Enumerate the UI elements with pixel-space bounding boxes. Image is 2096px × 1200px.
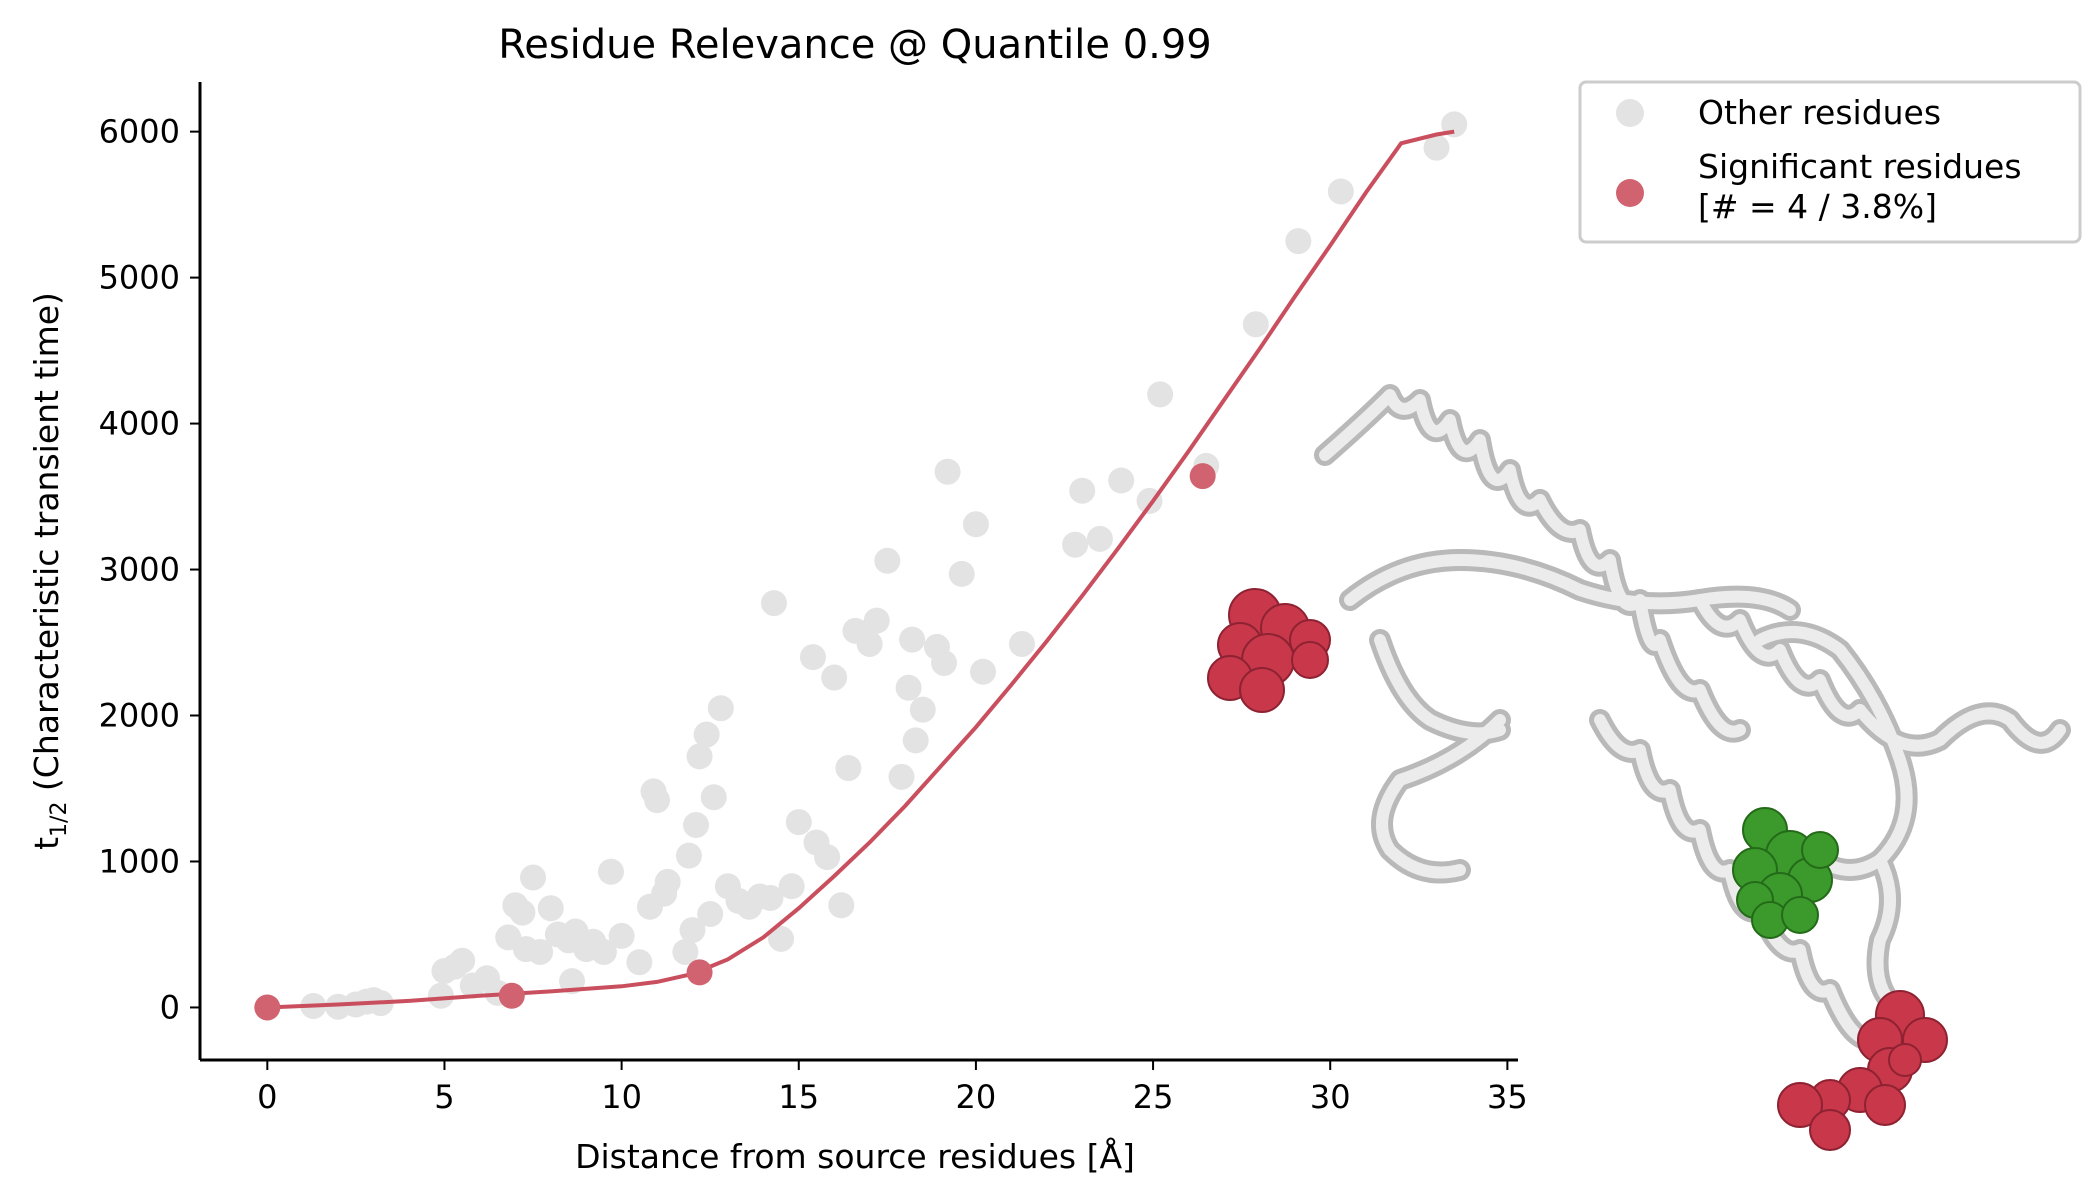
significant-residue-point <box>686 959 713 986</box>
other-residue-point <box>1086 525 1113 552</box>
red-residue-cluster-top <box>1207 588 1331 713</box>
other-residue-point <box>799 644 826 671</box>
other-residue-point <box>686 743 713 770</box>
x-tick-label: 15 <box>778 1078 819 1116</box>
other-residue-point <box>760 590 787 617</box>
other-residue-point <box>828 892 855 919</box>
x-ticks: 0 5 10 15 20 25 30 35 <box>257 1060 1528 1116</box>
significant-residue-point <box>254 994 281 1021</box>
other-residue-point <box>427 982 454 1009</box>
other-residue-point <box>520 864 547 891</box>
y-tick-label: 2000 <box>99 697 180 735</box>
y-tick-label: 3000 <box>99 551 180 589</box>
x-tick-label: 30 <box>1310 1078 1351 1116</box>
other-residue-point <box>895 674 922 701</box>
other-residue-point <box>1327 178 1354 205</box>
other-residue-point <box>597 858 624 885</box>
y-tick-label: 4000 <box>99 405 180 443</box>
x-axis-label: Distance from source residues [Å] <box>575 1136 1135 1176</box>
protein-structure-image <box>1207 384 2071 1151</box>
other-residue-point <box>970 658 997 685</box>
other-residue-point <box>693 721 720 748</box>
legend-label-significant: Significant residues <box>1698 147 2022 186</box>
x-tick-label: 5 <box>434 1078 454 1116</box>
other-residue-point <box>707 695 734 722</box>
x-tick-label: 0 <box>257 1078 277 1116</box>
other-residue-point <box>909 696 936 723</box>
other-residue-point <box>821 664 848 691</box>
other-residue-point <box>768 925 795 952</box>
other-residue-point <box>1062 531 1089 558</box>
other-residue-point <box>931 649 958 676</box>
legend-label-other: Other residues <box>1698 93 1941 132</box>
other-residue-point <box>778 873 805 900</box>
other-residue-point <box>683 811 710 838</box>
other-residue-point <box>672 938 699 965</box>
chart-title: Residue Relevance @ Quantile 0.99 <box>498 22 1212 68</box>
other-residue-point <box>1242 311 1269 338</box>
other-residue-point <box>1285 228 1312 255</box>
other-residues-series <box>300 111 1468 1020</box>
other-residue-point <box>948 560 975 587</box>
legend: Other residues Significant residues [# =… <box>1578 80 2082 244</box>
other-residue-point <box>863 607 890 634</box>
other-residue-point <box>934 458 961 485</box>
green-residue-cluster <box>1732 807 1839 939</box>
other-residue-point <box>785 809 812 836</box>
other-residue-point <box>899 626 926 653</box>
y-axis-label-main: t <box>27 837 66 850</box>
other-residue-point <box>856 630 883 657</box>
x-tick-label: 10 <box>601 1078 642 1116</box>
x-tick-label: 25 <box>1133 1078 1174 1116</box>
other-residue-point <box>700 784 727 811</box>
y-tick-label: 1000 <box>99 842 180 880</box>
y-tick-label: 6000 <box>99 113 180 151</box>
y-axis-label: t1/2 (Characteristic transient time) <box>27 292 72 850</box>
y-tick-label: 0 <box>160 988 180 1026</box>
fit-curve <box>267 129 1455 1010</box>
other-residue-point <box>449 947 476 974</box>
legend-label-significant-count: [# = 4 / 3.8%] <box>1698 187 1937 226</box>
other-residue-point <box>1008 630 1035 657</box>
other-residue-point <box>962 511 989 538</box>
other-residue-point <box>697 901 724 928</box>
other-residue-point <box>902 727 929 754</box>
other-residue-point <box>1423 134 1450 161</box>
other-residue-point <box>679 917 706 944</box>
other-residue-point <box>1069 477 1096 504</box>
y-tick-label: 5000 <box>99 259 180 297</box>
significant-residue-point <box>498 982 525 1009</box>
other-residue-point <box>590 938 617 965</box>
y-axis-label-sub: 1/2 <box>47 802 72 837</box>
other-residue-point <box>509 899 536 926</box>
other-residue-point <box>1108 467 1135 494</box>
other-residue-point <box>644 787 671 814</box>
legend-marker-significant <box>1616 179 1644 207</box>
x-tick-label: 35 <box>1487 1078 1528 1116</box>
y-axis-label-rest: (Characteristic transient time) <box>27 292 66 801</box>
significant-residue-point <box>1189 463 1216 490</box>
other-residue-point <box>527 938 554 965</box>
legend-frame <box>1578 80 2082 244</box>
red-residue-cluster-bottom <box>1777 990 1948 1151</box>
other-residue-point <box>654 868 681 895</box>
significant-residues-series <box>254 463 1216 1021</box>
x-tick-label: 20 <box>956 1078 997 1116</box>
other-residue-point <box>757 884 784 911</box>
legend-marker-other <box>1616 99 1644 127</box>
other-residue-point <box>888 763 915 790</box>
other-residue-point <box>874 547 901 574</box>
other-residue-point <box>835 755 862 782</box>
other-residue-point <box>626 949 653 976</box>
other-residue-point <box>675 842 702 869</box>
other-residue-point <box>814 844 841 871</box>
y-ticks: 0 1000 2000 3000 4000 5000 6000 <box>99 113 200 1026</box>
other-residue-point <box>608 922 635 949</box>
other-residue-point <box>1147 381 1174 408</box>
other-residue-point <box>537 895 564 922</box>
